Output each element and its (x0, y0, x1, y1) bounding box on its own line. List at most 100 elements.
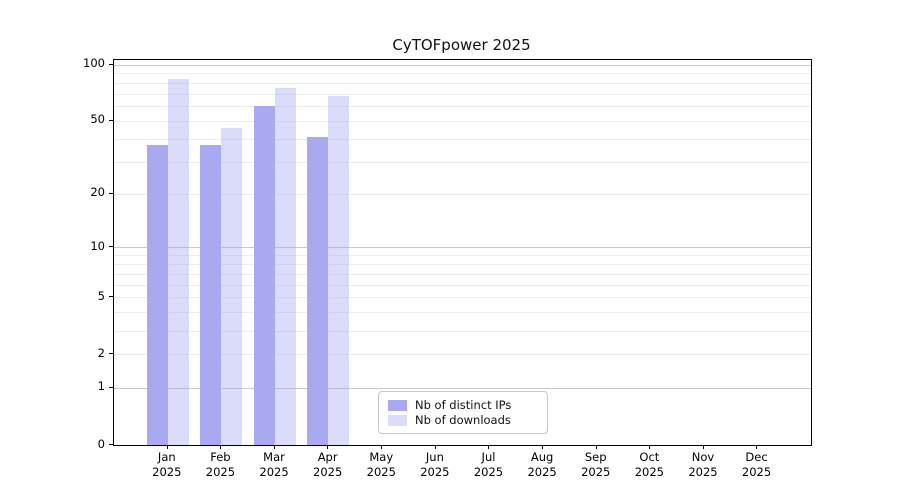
x-tick-label-may: May 2025 (354, 450, 408, 479)
gridline-minor (114, 93, 811, 95)
x-tick-year: 2025 (366, 464, 396, 479)
gridline-minor (114, 138, 811, 140)
bar-jan-distinct-ips (146, 145, 168, 445)
gridline-minor (114, 263, 811, 265)
x-tick-label-jul: Jul 2025 (462, 450, 516, 479)
gridline-minor (114, 106, 811, 108)
x-tick-year: 2025 (688, 464, 718, 479)
y-tick-mark (109, 296, 113, 298)
gridline-minor (114, 161, 811, 163)
gridline-minor (114, 330, 811, 332)
x-tick-label-oct: Oct 2025 (622, 450, 676, 479)
bar-apr-downloads (328, 95, 350, 445)
gridline-minor (114, 312, 811, 314)
gridline-minor (114, 82, 811, 84)
x-tick-mark (273, 445, 275, 449)
gridline-major (114, 247, 811, 249)
x-tick-month: Oct (639, 450, 660, 464)
x-tick-mark (434, 445, 436, 449)
x-tick-year: 2025 (527, 464, 557, 479)
x-tick-month: Dec (745, 450, 768, 464)
x-tick-year: 2025 (581, 464, 611, 479)
y-tick-mark (109, 192, 113, 194)
y-tick-label: 20 (90, 185, 105, 200)
bar-apr-distinct-ips (307, 136, 329, 445)
x-tick-label-apr: Apr 2025 (301, 450, 355, 479)
gridline-minor (114, 120, 811, 122)
x-tick-label-jan: Jan 2025 (140, 450, 194, 479)
x-tick-mark (702, 445, 704, 449)
gridline-minor (114, 273, 811, 275)
y-tick-label: 5 (97, 288, 105, 303)
x-tick-year: 2025 (152, 464, 182, 479)
x-tick-year: 2025 (741, 464, 772, 479)
x-tick-month: Feb (210, 450, 231, 464)
gridline-major (114, 64, 811, 66)
x-tick-label-aug: Aug 2025 (515, 450, 569, 479)
x-tick-year: 2025 (313, 464, 343, 479)
bar-feb-downloads (221, 127, 243, 445)
x-tick-year: 2025 (420, 464, 450, 479)
x-tick-label-sep: Sep 2025 (569, 450, 623, 479)
plot-area: Nb of distinct IPs Nb of downloads (113, 59, 812, 446)
y-tick-label: 50 (90, 112, 105, 127)
x-tick-month: Jul (481, 450, 496, 464)
chart-title: CyTOFpower 2025 (392, 36, 531, 54)
y-tick-label: 10 (90, 238, 105, 253)
x-tick-month: Sep (584, 450, 607, 464)
x-tick-mark (327, 445, 329, 449)
y-tick-mark (109, 444, 113, 445)
y-tick-mark (109, 63, 113, 65)
x-tick-mark (756, 445, 758, 449)
legend-label: Nb of downloads (415, 413, 511, 427)
x-tick-label-feb: Feb 2025 (193, 450, 247, 479)
y-tick-mark (109, 386, 113, 388)
x-tick-mark (595, 445, 597, 449)
y-tick-label: 2 (97, 345, 105, 360)
gridline-minor (114, 255, 811, 257)
x-tick-month: Nov (691, 450, 715, 464)
legend-item-downloads: Nb of downloads (388, 413, 538, 427)
x-tick-month: Apr (317, 450, 338, 464)
y-tick-mark (109, 119, 113, 121)
x-tick-year: 2025 (634, 464, 664, 479)
x-tick-year: 2025 (259, 464, 289, 479)
x-tick-label-dec: Dec 2025 (730, 450, 784, 479)
x-tick-month: Jun (425, 450, 444, 464)
y-tick-mark (109, 353, 113, 355)
y-tick-mark (109, 246, 113, 248)
x-tick-mark (220, 445, 222, 449)
x-tick-month: Mar (263, 450, 285, 464)
y-tick-label: 1 (97, 379, 105, 394)
x-tick-label-nov: Nov 2025 (676, 450, 730, 479)
legend: Nb of distinct IPs Nb of downloads (378, 391, 548, 434)
x-tick-year: 2025 (473, 464, 504, 479)
bar-mar-downloads (274, 87, 296, 445)
y-tick-label: 0 (97, 436, 105, 451)
legend-item-distinct-ips: Nb of distinct IPs (388, 398, 538, 412)
gridline-minor (114, 193, 811, 195)
x-tick-year: 2025 (205, 464, 236, 479)
x-tick-mark (381, 445, 383, 449)
gridline-major (114, 387, 811, 389)
bar-mar-distinct-ips (253, 106, 275, 445)
gridline-minor (114, 284, 811, 286)
x-tick-mark (649, 445, 651, 449)
x-tick-mark (488, 445, 490, 449)
legend-swatch-downloads (388, 414, 407, 426)
y-tick-label: 100 (83, 56, 105, 70)
x-tick-mark (166, 445, 168, 449)
bar-feb-distinct-ips (200, 145, 222, 445)
gridline-minor (114, 354, 811, 356)
x-tick-mark (541, 445, 543, 449)
legend-label: Nb of distinct IPs (415, 398, 512, 412)
x-tick-month: May (369, 450, 394, 464)
gridline-minor (114, 73, 811, 75)
x-tick-month: Jan (157, 450, 176, 464)
bar-jan-downloads (167, 78, 189, 445)
legend-swatch-distinct-ips (388, 399, 407, 411)
x-tick-label-jun: Jun 2025 (408, 450, 462, 479)
gridline-minor (114, 297, 811, 299)
x-tick-month: Aug (530, 450, 554, 464)
